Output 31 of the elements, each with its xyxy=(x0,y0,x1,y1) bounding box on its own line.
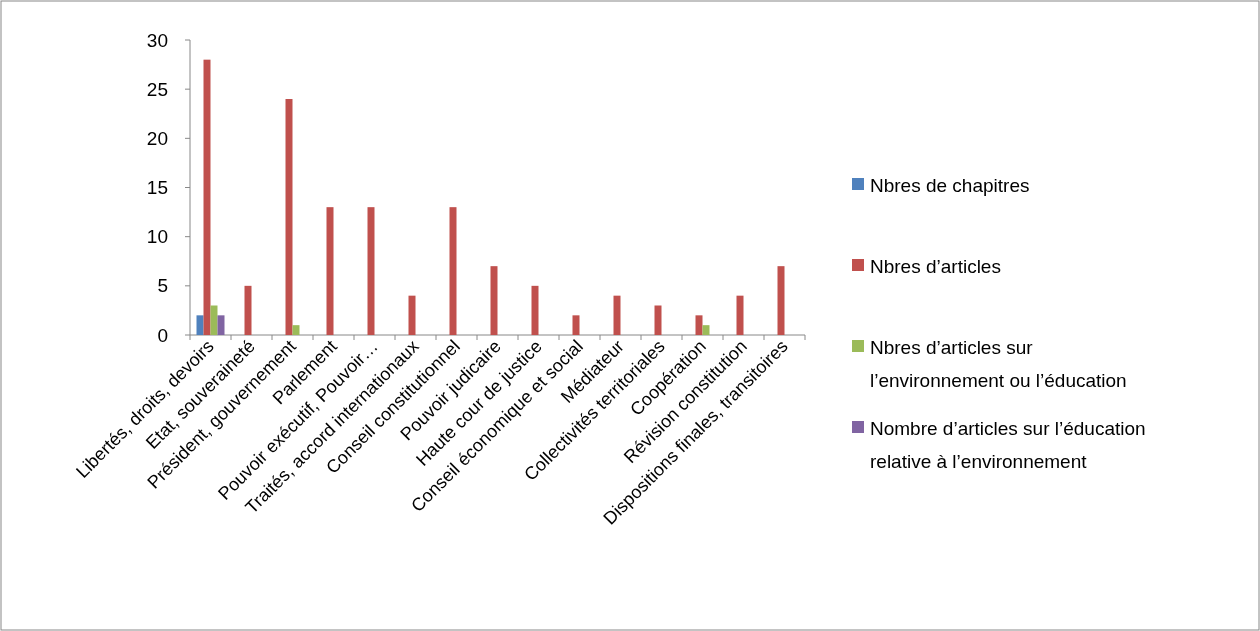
bar xyxy=(613,295,621,335)
y-tick-label: 0 xyxy=(157,324,168,346)
bar xyxy=(210,305,218,335)
bar xyxy=(695,315,703,335)
bar xyxy=(736,295,744,335)
legend-label: Nbres d’articles sur l’environnement ou l’éducation xyxy=(870,336,1127,391)
bar xyxy=(408,295,416,335)
bar xyxy=(777,266,785,335)
legend-label: Nombre d’articles sur l’éducation relative à l’environnement xyxy=(870,417,1146,472)
bar xyxy=(285,99,293,335)
bar xyxy=(244,285,252,335)
y-tick-label: 15 xyxy=(146,177,168,199)
y-tick-label: 5 xyxy=(157,275,168,297)
bar xyxy=(702,325,710,335)
bar xyxy=(326,207,334,335)
y-tick-label: 20 xyxy=(146,127,168,149)
y-tick-label: 30 xyxy=(146,29,168,51)
bar xyxy=(292,325,300,335)
bar xyxy=(531,285,539,335)
bar xyxy=(490,266,498,335)
bar xyxy=(203,59,211,335)
y-tick-label: 25 xyxy=(146,78,168,100)
bar xyxy=(367,207,375,335)
bar xyxy=(572,315,580,335)
legend-label: Nbres de chapitres xyxy=(870,174,1030,196)
bar xyxy=(449,207,457,335)
bar xyxy=(654,305,662,335)
bar xyxy=(217,315,225,335)
y-tick-label: 10 xyxy=(146,226,168,248)
bar xyxy=(196,315,204,335)
legend-label: Nbres d’articles xyxy=(870,255,1001,277)
